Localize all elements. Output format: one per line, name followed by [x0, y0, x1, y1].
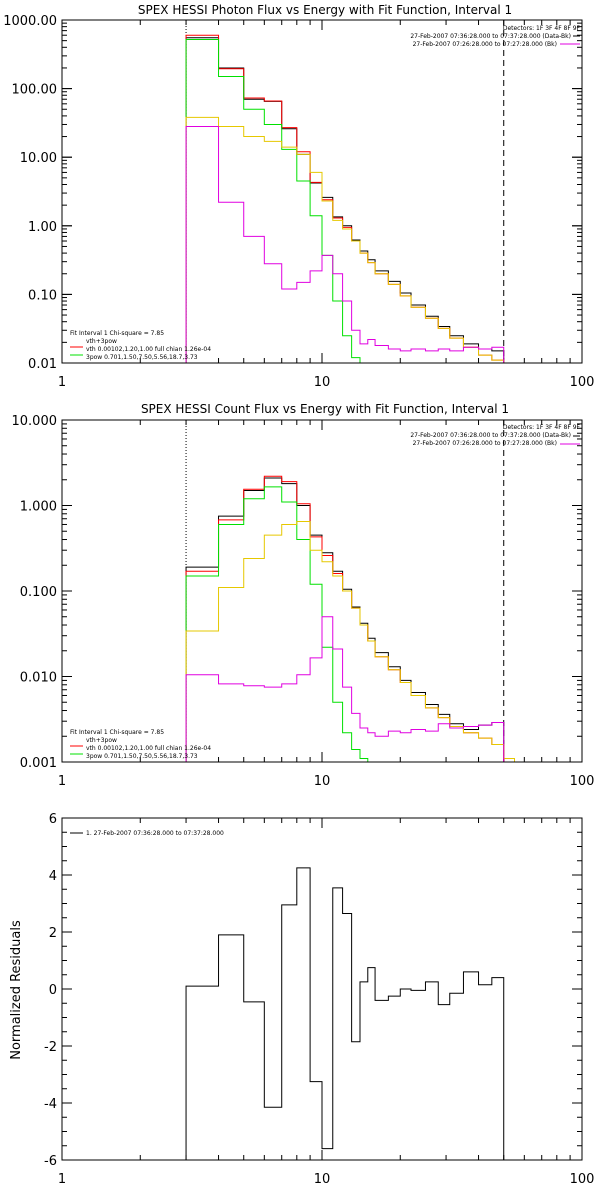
y-tick-label: 10.000 [12, 414, 58, 429]
residuals-panel: 1 10 100 6 4 2 0 -2 -4 -6 1. 27-Feb-2007 07:36:28… [9, 812, 594, 1187]
y-tick-label: 0.001 [20, 756, 57, 771]
x-tick-label: 1 [58, 375, 66, 390]
y-tick-label: 4 [49, 869, 57, 884]
x-tick-label: 100 [570, 774, 595, 789]
series-background [185, 126, 505, 363]
fit-vth-label: vth 0.00102,1.20,1.00 full chian 1.26e-0… [86, 745, 211, 752]
series-vth [185, 38, 504, 364]
x-tick-label: 1 [58, 774, 66, 789]
series-model_sum [185, 34, 505, 363]
header-data-interval: 27-Feb-2007 07:36:28.000 to 07:37:28.000… [410, 432, 571, 439]
y-tick-label: -6 [44, 1154, 57, 1169]
y-tick-label: -2 [44, 1040, 57, 1055]
x-tick-label: 10 [314, 1172, 331, 1187]
fit-legend: Fit Interval 1 Chi-square = 7.85 vth+3po… [70, 729, 211, 763]
fit-model-sum-label: vth+3pow [86, 338, 117, 345]
legend-label: 1. 27-Feb-2007 07:36:28.000 to 07:37:28.… [86, 830, 224, 837]
series-background [185, 616, 505, 762]
count-flux-panel: SPEX HESSI Count Flux vs Energy with Fit… [12, 402, 595, 789]
x-tick-label: 10 [314, 375, 331, 390]
y-tick-label: 0.100 [20, 585, 57, 600]
fit-chi-square: Fit Interval 1 Chi-square = 7.85 [70, 729, 164, 736]
x-tick-label: 10 [314, 774, 331, 789]
header-detectors: Detectors: 1F 3F 4F 8F 9F [503, 25, 581, 32]
fit-chi-square: Fit Interval 1 Chi-square = 7.85 [70, 330, 164, 337]
header-data-interval: 27-Feb-2007 07:36:28.000 to 07:37:28.000… [410, 33, 571, 40]
y-tick-label: 1.00 [28, 220, 57, 235]
y-tick-label: 0.010 [20, 671, 57, 686]
y-tick-label: 6 [49, 812, 57, 827]
header-detectors: Detectors: 1F 3F 4F 8F 9F [503, 424, 581, 431]
fit-model-sum-label: vth+3pow [86, 737, 117, 744]
panel-header: Detectors: 1F 3F 4F 8F 9F 27-Feb-2007 07… [410, 25, 580, 48]
y-axis-label: Normalized Residuals [9, 920, 24, 1060]
y-tick-label: 2 [49, 926, 57, 941]
fit-vth-label: vth 0.00102,1.20,1.00 full chian 1.26e-0… [86, 346, 211, 353]
fit-legend: Fit Interval 1 Chi-square = 7.85 vth+3po… [70, 330, 211, 364]
series-3pow [185, 520, 515, 762]
panel-header: Detectors: 1F 3F 4F 8F 9F 27-Feb-2007 07… [410, 424, 580, 447]
y-tick-label: 10.00 [20, 151, 57, 166]
y-tick-label: 1.000 [20, 500, 57, 515]
plot-frame [61, 419, 583, 763]
series-3pow [185, 116, 505, 363]
header-bk-interval: 27-Feb-2007 07:26:28.000 to 07:27:28.000… [413, 41, 557, 48]
plot-frame [61, 19, 583, 364]
panel-title: SPEX HESSI Count Flux vs Energy with Fit… [141, 402, 509, 416]
y-tick-label: 0 [49, 983, 57, 998]
x-tick-label: 1 [58, 1172, 66, 1187]
x-tick-label: 100 [570, 375, 595, 390]
series-total [185, 37, 505, 363]
panel-title: SPEX HESSI Photon Flux vs Energy with Fi… [138, 3, 512, 17]
y-tick-label: -4 [44, 1097, 57, 1112]
y-tick-label: 100.00 [12, 83, 58, 98]
plot-frame [61, 817, 583, 1161]
fit-3pow-label: 3pow 0.701,1.50,7.50,5.56,18.7,3.73 [86, 354, 198, 361]
residuals-legend: 1. 27-Feb-2007 07:36:28.000 to 07:37:28.… [70, 830, 224, 837]
photon-flux-panel: SPEX HESSI Photon Flux vs Energy with Fi… [3, 3, 594, 390]
series-total [185, 867, 505, 1160]
fit-3pow-label: 3pow 0.701,1.50,7.50,5.56,18.7,3.73 [86, 753, 198, 760]
series-total [185, 477, 505, 762]
header-bk-interval: 27-Feb-2007 07:26:28.000 to 07:27:28.000… [413, 440, 557, 447]
x-tick-label: 100 [570, 1172, 595, 1187]
y-tick-label: 0.10 [28, 288, 57, 303]
series-vth [185, 486, 504, 763]
y-tick-label: 0.01 [28, 357, 57, 372]
y-tick-label: 1000.00 [3, 14, 57, 29]
series-model_sum [185, 475, 505, 762]
